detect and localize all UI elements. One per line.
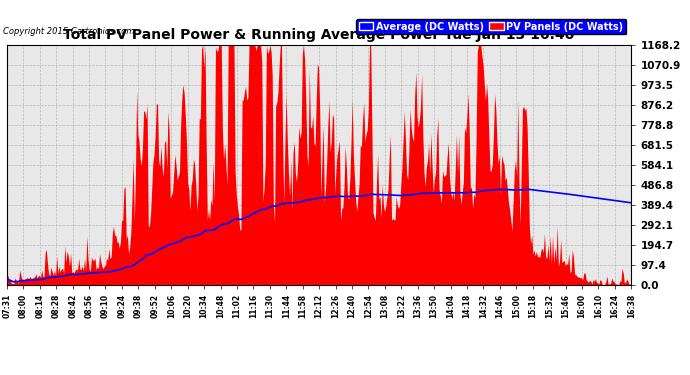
Title: Total PV Panel Power & Running Average Power Tue Jan 13 16:40: Total PV Panel Power & Running Average P… [63,28,575,42]
Legend: Average (DC Watts), PV Panels (DC Watts): Average (DC Watts), PV Panels (DC Watts) [355,19,627,34]
Text: Copyright 2015 Cartronics.com: Copyright 2015 Cartronics.com [3,27,135,36]
